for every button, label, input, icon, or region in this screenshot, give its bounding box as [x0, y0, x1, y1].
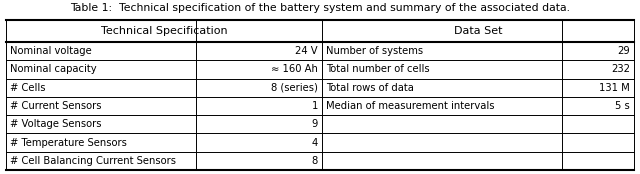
Text: Total rows of data: Total rows of data	[326, 83, 414, 93]
Text: 24 V: 24 V	[296, 46, 318, 56]
Text: Nominal capacity: Nominal capacity	[10, 64, 97, 74]
Text: Technical Specification: Technical Specification	[100, 26, 227, 36]
Text: Data Set: Data Set	[454, 26, 502, 36]
Text: ≈ 160 Ah: ≈ 160 Ah	[271, 64, 318, 74]
Text: # Cell Balancing Current Sensors: # Cell Balancing Current Sensors	[10, 156, 176, 166]
Text: 4: 4	[312, 138, 318, 148]
Text: 131 M: 131 M	[599, 83, 630, 93]
Text: # Cells: # Cells	[10, 83, 45, 93]
Text: Total number of cells: Total number of cells	[326, 64, 429, 74]
Text: Median of measurement intervals: Median of measurement intervals	[326, 101, 495, 111]
Text: 5 s: 5 s	[615, 101, 630, 111]
Text: # Voltage Sensors: # Voltage Sensors	[10, 119, 102, 129]
Text: Table 1:  Technical specification of the battery system and summary of the assoc: Table 1: Technical specification of the …	[70, 3, 570, 13]
Text: 232: 232	[611, 64, 630, 74]
Text: 9: 9	[312, 119, 318, 129]
Text: 29: 29	[617, 46, 630, 56]
Text: 8: 8	[312, 156, 318, 166]
Text: Number of systems: Number of systems	[326, 46, 423, 56]
Text: 8 (series): 8 (series)	[271, 83, 318, 93]
Text: 1: 1	[312, 101, 318, 111]
Text: Nominal voltage: Nominal voltage	[10, 46, 92, 56]
Text: # Temperature Sensors: # Temperature Sensors	[10, 138, 127, 148]
Text: # Current Sensors: # Current Sensors	[10, 101, 102, 111]
